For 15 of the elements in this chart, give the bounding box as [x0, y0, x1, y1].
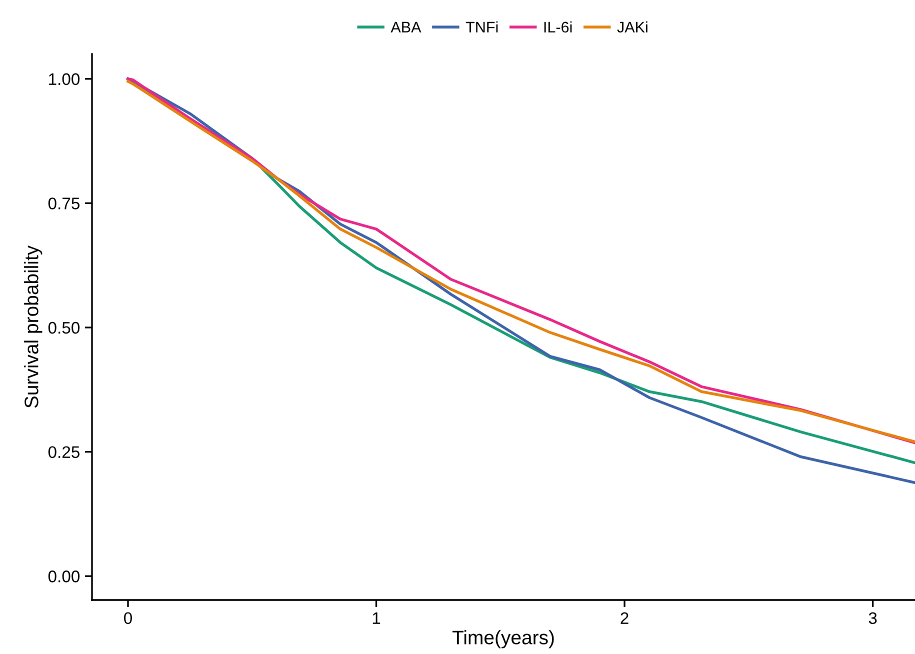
y-axis-title: Survival probability — [24, 245, 42, 408]
x-tick-label: 2 — [620, 612, 628, 624]
legend-label: ABA — [390, 22, 422, 32]
x-axis-title: Time(years) — [452, 630, 554, 648]
y-tick-label: 0.25 — [48, 446, 80, 458]
x-tick-label: 0 — [124, 612, 132, 624]
y-tick-label: 1.00 — [49, 73, 80, 86]
y-tick-label: 0.00 — [48, 570, 80, 582]
legend-label: TNFi — [466, 21, 498, 32]
x-tick-label: 3 — [868, 612, 877, 624]
y-tick-label: 0.50 — [48, 322, 80, 334]
legend-label: JAKi — [617, 21, 648, 33]
y-tick-label: 0.75 — [48, 198, 80, 210]
legend-label: IL-6i — [544, 21, 572, 33]
x-tick-label: 1 — [372, 612, 380, 624]
